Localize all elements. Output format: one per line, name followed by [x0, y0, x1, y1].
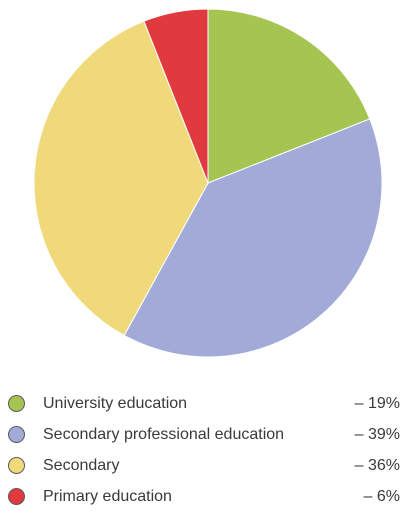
legend-value-primary: – 6%	[363, 488, 400, 505]
legend-value-secondary: – 36%	[354, 457, 400, 474]
legend-label-secondary-professional: Secondary professional education	[43, 426, 285, 443]
legend-item-university: University education – 19%	[0, 394, 412, 418]
legend-swatch-secondary	[8, 457, 25, 474]
legend-label-secondary: Secondary	[43, 457, 120, 474]
pie-chart	[33, 8, 383, 358]
pie-slice-university	[207, 8, 371, 184]
pie-slice-secondary	[33, 20, 209, 337]
legend-label-primary: Primary education	[43, 488, 172, 505]
legend-value-secondary-professional: – 39%	[354, 426, 400, 443]
pie-slice-secondary-professional	[123, 118, 383, 358]
legend-swatch-secondary-professional	[8, 426, 25, 443]
legend-value-university: – 19%	[354, 395, 400, 412]
legend-label-university: University education	[43, 395, 188, 412]
legend-item-secondary: Secondary – 36%	[0, 456, 412, 480]
legend-swatch-primary	[8, 488, 25, 505]
pie-slice-primary	[143, 8, 209, 184]
legend-swatch-university	[8, 395, 25, 412]
legend-item-primary: Primary education – 6%	[0, 487, 412, 511]
legend-item-secondary-professional: Secondary professional education – 39%	[0, 425, 412, 449]
